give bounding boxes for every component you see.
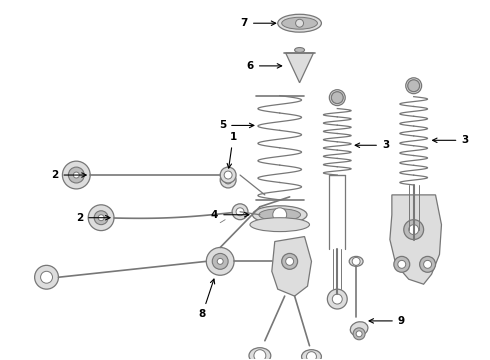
- Ellipse shape: [329, 90, 345, 105]
- Text: 7: 7: [241, 18, 276, 28]
- Text: 4: 4: [211, 210, 249, 220]
- Circle shape: [332, 294, 342, 304]
- Circle shape: [356, 331, 362, 337]
- Ellipse shape: [259, 209, 300, 221]
- Circle shape: [408, 80, 419, 92]
- Circle shape: [41, 271, 52, 283]
- Circle shape: [88, 205, 114, 231]
- Ellipse shape: [250, 218, 310, 231]
- Ellipse shape: [252, 206, 307, 224]
- Circle shape: [224, 171, 232, 179]
- Text: 5: 5: [219, 121, 254, 130]
- Circle shape: [35, 265, 58, 289]
- Polygon shape: [390, 195, 441, 284]
- Circle shape: [273, 208, 287, 222]
- Text: 6: 6: [246, 61, 282, 71]
- Circle shape: [69, 167, 84, 183]
- Circle shape: [282, 253, 297, 269]
- Circle shape: [94, 211, 108, 225]
- Circle shape: [353, 328, 365, 340]
- Ellipse shape: [301, 350, 321, 360]
- Circle shape: [236, 208, 244, 216]
- Circle shape: [254, 350, 266, 360]
- Circle shape: [295, 19, 303, 27]
- Text: 3: 3: [433, 135, 468, 145]
- Text: 2: 2: [76, 213, 110, 223]
- Ellipse shape: [406, 78, 421, 94]
- Circle shape: [327, 289, 347, 309]
- Circle shape: [352, 257, 360, 265]
- Text: 1: 1: [227, 132, 237, 168]
- Circle shape: [394, 256, 410, 272]
- Circle shape: [286, 257, 294, 265]
- Circle shape: [206, 247, 234, 275]
- Circle shape: [331, 92, 343, 104]
- Text: 3: 3: [355, 140, 389, 150]
- Circle shape: [307, 352, 317, 360]
- Circle shape: [232, 204, 248, 220]
- Circle shape: [212, 253, 228, 269]
- Circle shape: [220, 172, 236, 188]
- Text: 9: 9: [369, 316, 405, 326]
- Polygon shape: [286, 53, 314, 83]
- Circle shape: [409, 225, 418, 235]
- Circle shape: [62, 161, 90, 189]
- Ellipse shape: [249, 348, 271, 360]
- Ellipse shape: [294, 48, 305, 53]
- Text: 8: 8: [199, 279, 215, 319]
- Circle shape: [217, 258, 223, 264]
- Circle shape: [74, 172, 79, 178]
- Circle shape: [224, 176, 232, 184]
- Circle shape: [424, 260, 432, 268]
- Circle shape: [220, 167, 236, 183]
- Ellipse shape: [282, 17, 318, 29]
- Ellipse shape: [350, 322, 368, 336]
- Text: 2: 2: [51, 170, 86, 180]
- Circle shape: [398, 260, 406, 268]
- Circle shape: [98, 215, 104, 221]
- Polygon shape: [272, 237, 312, 296]
- Ellipse shape: [278, 14, 321, 32]
- Ellipse shape: [349, 256, 363, 266]
- Circle shape: [404, 220, 424, 239]
- Circle shape: [419, 256, 436, 272]
